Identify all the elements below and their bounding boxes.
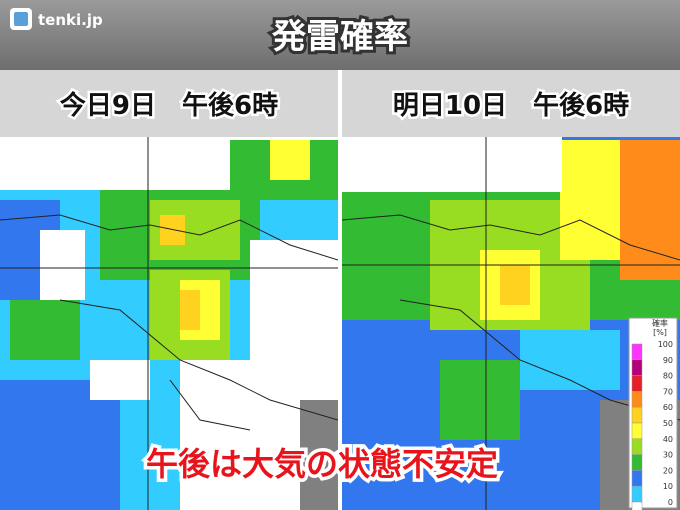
legend-tick-label: 10 bbox=[663, 482, 673, 491]
panel-header bbox=[0, 70, 338, 137]
legend-tick-label: 80 bbox=[663, 372, 673, 381]
caption: 午後は大気の状態不安定 bbox=[146, 445, 498, 483]
legend-tick-label: 90 bbox=[663, 356, 673, 365]
legend-tick-label: 50 bbox=[663, 419, 673, 428]
legend-swatch bbox=[631, 454, 643, 471]
legend-swatch bbox=[631, 343, 643, 361]
panel-header bbox=[342, 70, 680, 137]
left-map bbox=[0, 137, 338, 510]
legend-tick-label: 70 bbox=[663, 387, 673, 396]
legend-swatch bbox=[631, 470, 643, 487]
legend-tick-label: 0 bbox=[668, 498, 673, 507]
legend-tick-label: 40 bbox=[663, 435, 673, 444]
logo-icon-inner bbox=[14, 12, 28, 26]
header-bar bbox=[0, 0, 680, 70]
legend-tick-label: 100 bbox=[658, 340, 673, 349]
legend-swatch bbox=[631, 359, 643, 376]
title: 発雷確率 bbox=[272, 17, 408, 57]
panel-label: 明日10日 午後6時 bbox=[393, 90, 629, 121]
legend-tick-label: 20 bbox=[663, 466, 673, 475]
legend-tick-label: 30 bbox=[663, 451, 673, 460]
legend-unit: [%] bbox=[653, 328, 667, 337]
legend-tick-label: 60 bbox=[663, 403, 673, 412]
legend-swatch bbox=[631, 391, 643, 408]
panel-label: 今日9日 午後6時 bbox=[60, 90, 278, 121]
legend-swatch bbox=[631, 375, 643, 392]
divider bbox=[338, 70, 342, 510]
legend-swatch bbox=[631, 406, 643, 424]
legend-title: 確率 bbox=[652, 318, 668, 328]
legend-swatch bbox=[631, 501, 643, 510]
logo: tenki.jp bbox=[38, 11, 103, 29]
legend-swatch bbox=[631, 422, 643, 440]
legend-swatch bbox=[631, 438, 643, 455]
legend-swatch bbox=[631, 485, 643, 503]
